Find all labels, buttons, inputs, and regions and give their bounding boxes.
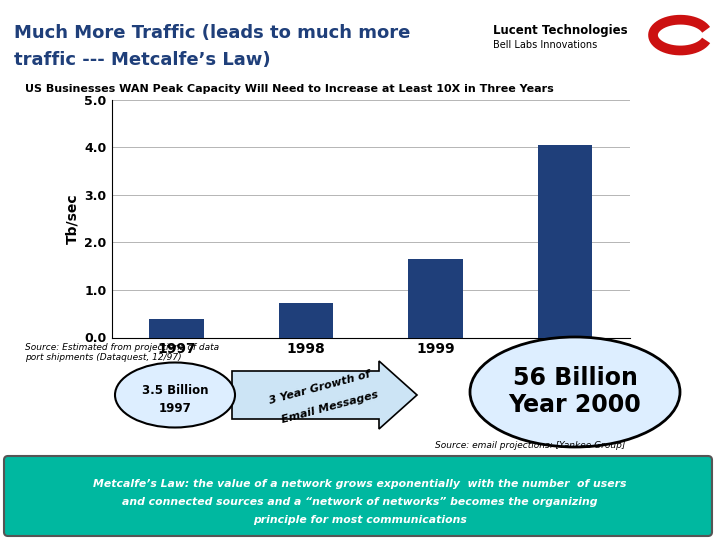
Bar (538, 145, 593, 338)
FancyArrow shape (232, 361, 417, 429)
Text: Source: email projections: [Yankee Group]: Source: email projections: [Yankee Group… (435, 441, 626, 449)
Text: Lucent Technologies: Lucent Technologies (493, 24, 628, 37)
Text: Metcalfe’s Law: the value of a network grows exponentially  with the number  of : Metcalfe’s Law: the value of a network g… (94, 479, 626, 489)
Text: traffic --- Metcalfe’s Law): traffic --- Metcalfe’s Law) (14, 51, 271, 69)
Text: Much More Traffic (leads to much more: Much More Traffic (leads to much more (14, 24, 411, 42)
Text: 56 Billion: 56 Billion (513, 366, 637, 390)
Ellipse shape (470, 337, 680, 447)
Bar (149, 320, 204, 338)
Text: Email Messages: Email Messages (281, 389, 379, 425)
Y-axis label: Tb/sec: Tb/sec (65, 193, 79, 244)
Text: 1997: 1997 (158, 402, 192, 415)
Text: 3.5 Billion: 3.5 Billion (142, 383, 208, 396)
Bar (408, 259, 463, 338)
FancyBboxPatch shape (4, 456, 712, 536)
Ellipse shape (115, 362, 235, 428)
Text: and connected sources and a “network of networks” becomes the organizing: and connected sources and a “network of … (122, 497, 598, 507)
Bar (279, 303, 333, 338)
Text: 3 Year Growth of: 3 Year Growth of (268, 369, 372, 407)
Text: US Businesses WAN Peak Capacity Will Need to Increase at Least 10X in Three Year: US Businesses WAN Peak Capacity Will Nee… (25, 84, 554, 94)
Text: Source: Estimated from projections of data
port shipments (Dataquest, 12/97): Source: Estimated from projections of da… (25, 343, 220, 362)
Text: Bell Labs Innovations: Bell Labs Innovations (493, 40, 598, 51)
Text: principle for most communications: principle for most communications (253, 515, 467, 525)
Text: Year 2000: Year 2000 (508, 393, 642, 417)
